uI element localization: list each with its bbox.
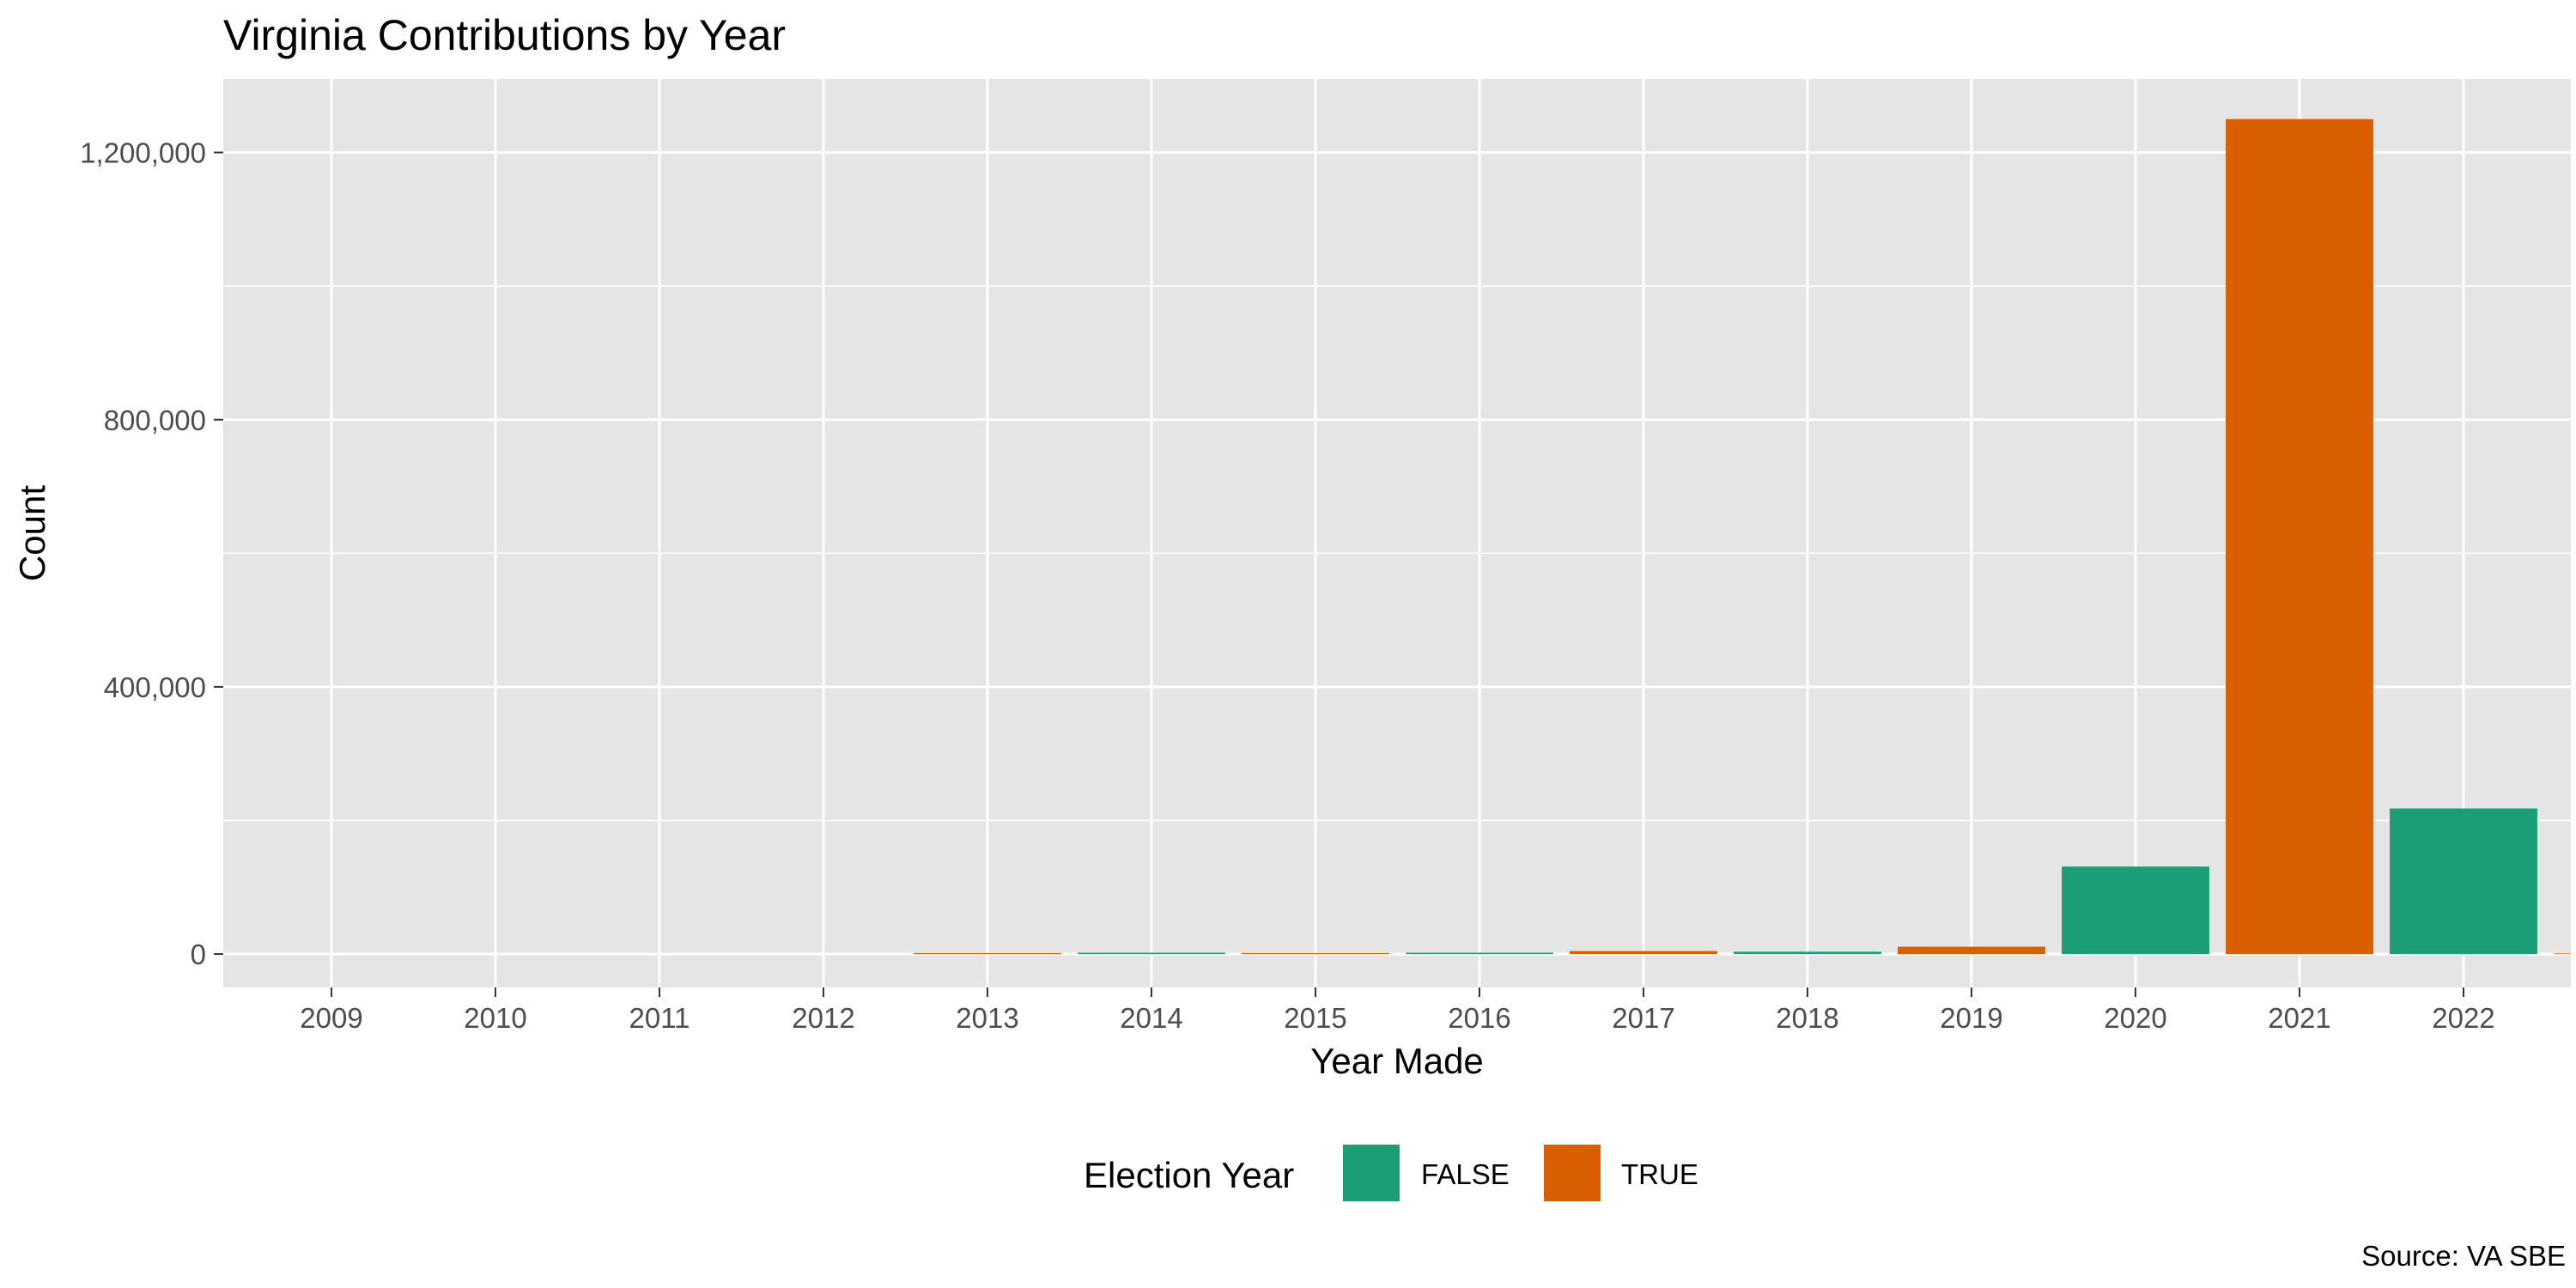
x-tick-label: 2012 <box>792 1002 854 1034</box>
bar-2023 <box>2554 953 2571 954</box>
x-tick-label: 2020 <box>2104 1002 2166 1034</box>
plot-panel <box>223 79 2571 987</box>
legend-label-false: FALSE <box>1421 1158 1510 1190</box>
x-tick-label: 2017 <box>1612 1002 1674 1034</box>
legend-swatch-false <box>1343 1145 1400 1201</box>
bar-2020 <box>2062 866 2209 954</box>
y-tick-label: 0 <box>191 939 206 970</box>
y-axis-title: Count <box>12 485 52 581</box>
legend-swatch-true <box>1544 1145 1601 1201</box>
bar-2015 <box>1242 953 1389 954</box>
y-tick-label: 800,000 <box>104 404 206 436</box>
x-tick-label: 2013 <box>956 1002 1018 1034</box>
bar-2018 <box>1734 951 1881 954</box>
chart-title: Virginia Contributions by Year <box>223 11 786 59</box>
bar-2013 <box>914 953 1061 954</box>
x-tick-label: 2009 <box>300 1002 362 1034</box>
bar-2016 <box>1406 953 1553 955</box>
x-tick-label: 2022 <box>2432 1002 2494 1034</box>
x-tick-label: 2011 <box>629 1002 690 1034</box>
x-tick-label: 2010 <box>464 1002 526 1034</box>
bar-2017 <box>1570 951 1717 955</box>
x-tick-label: 2018 <box>1776 1002 1838 1034</box>
legend-title: Election Year <box>1084 1155 1294 1195</box>
x-tick-label: 2021 <box>2268 1002 2330 1034</box>
x-tick-label: 2019 <box>1940 1002 2002 1034</box>
bar-2014 <box>1078 953 1225 955</box>
x-tick-label: 2014 <box>1120 1002 1182 1034</box>
y-axis: 0 400,000 800,000 1,200,000 <box>80 137 223 971</box>
bar-2022 <box>2390 809 2537 955</box>
caption: Source: VA SBE <box>2361 1240 2566 1272</box>
x-tick-label: 2015 <box>1284 1002 1346 1034</box>
x-axis: 2009 2010 2011 2012 2013 2014 2015 2016 2017 2018… <box>300 987 2494 1034</box>
x-tick-label: 2016 <box>1448 1002 1510 1034</box>
y-tick-label: 400,000 <box>104 671 206 703</box>
bar-2021 <box>2226 119 2373 954</box>
x-axis-title: Year Made <box>1310 1041 1484 1081</box>
legend-label-true: TRUE <box>1621 1158 1698 1190</box>
y-tick-label: 1,200,000 <box>80 137 206 169</box>
legend: Election Year FALSE TRUE <box>1084 1145 1698 1201</box>
bar-2019 <box>1898 947 2045 955</box>
